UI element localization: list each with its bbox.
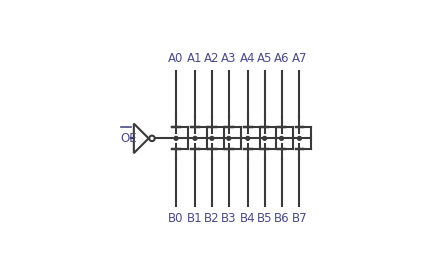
Text: B2: B2 [204, 212, 220, 225]
Text: B5: B5 [257, 212, 273, 225]
Circle shape [193, 136, 197, 140]
Text: A5: A5 [257, 52, 272, 65]
Text: A6: A6 [274, 52, 289, 65]
Text: OE: OE [121, 132, 137, 145]
Circle shape [174, 136, 178, 140]
Text: A7: A7 [292, 52, 307, 65]
Text: A1: A1 [187, 52, 203, 65]
Circle shape [263, 136, 267, 140]
Circle shape [280, 136, 283, 140]
Text: B6: B6 [274, 212, 289, 225]
Circle shape [298, 136, 302, 140]
Circle shape [227, 136, 231, 140]
Text: A4: A4 [240, 52, 255, 65]
Text: B4: B4 [240, 212, 256, 225]
Circle shape [210, 136, 214, 140]
Text: B1: B1 [187, 212, 203, 225]
Text: A3: A3 [221, 52, 236, 65]
Text: A0: A0 [168, 52, 184, 65]
Text: B3: B3 [221, 212, 237, 225]
Text: B0: B0 [168, 212, 184, 225]
Text: A2: A2 [204, 52, 219, 65]
Circle shape [246, 136, 250, 140]
Text: B7: B7 [292, 212, 307, 225]
